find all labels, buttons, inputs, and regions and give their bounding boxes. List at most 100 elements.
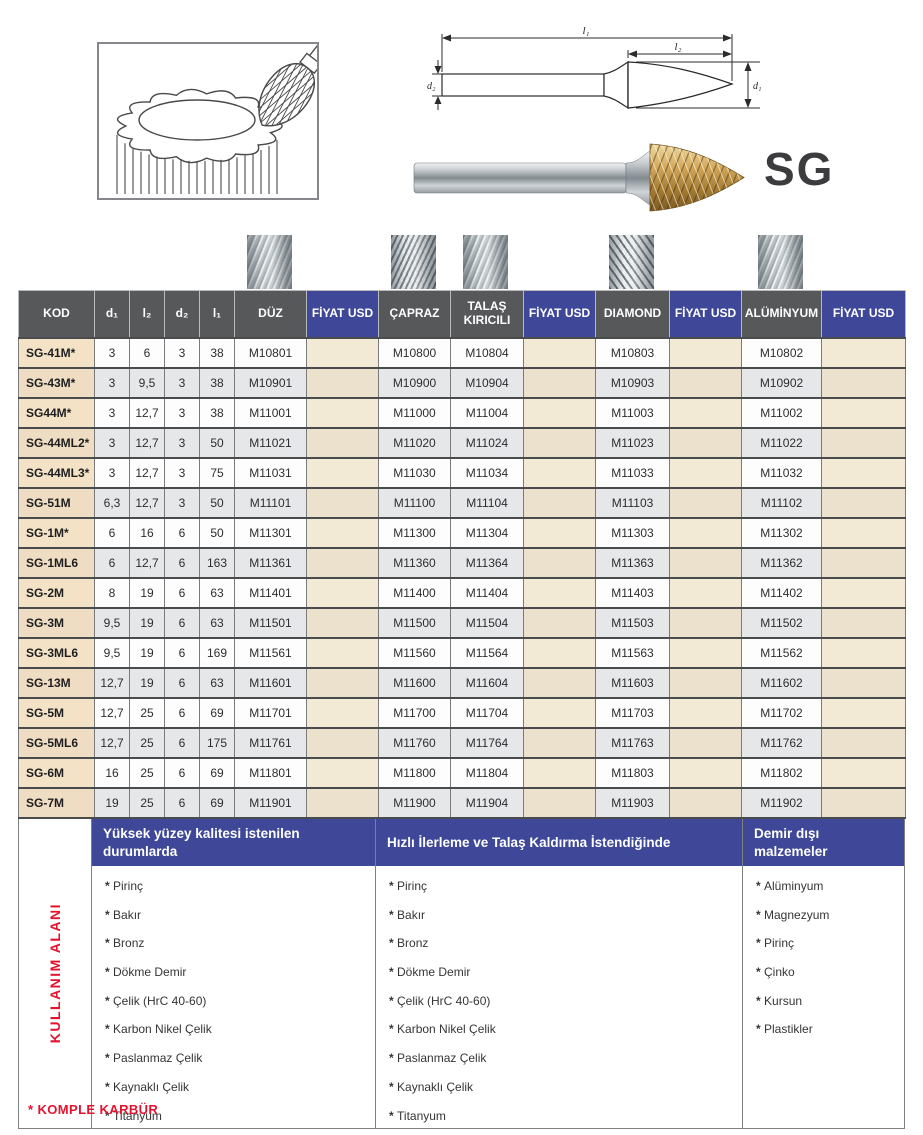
price-cell bbox=[669, 577, 742, 608]
kod-cell: SG-3ML6 bbox=[18, 637, 95, 668]
kod-cell: SG44M* bbox=[18, 397, 95, 428]
dim-cell: 6 bbox=[164, 787, 200, 819]
price-cell bbox=[306, 667, 379, 698]
code-cell: M11764 bbox=[450, 727, 524, 758]
dim-cell: 50 bbox=[199, 487, 235, 518]
price-cell bbox=[306, 577, 379, 608]
code-cell: M11604 bbox=[450, 667, 524, 698]
code-cell: M11303 bbox=[595, 517, 670, 548]
code-cell: M11760 bbox=[378, 727, 451, 758]
kod-cell: SG-3M bbox=[18, 607, 95, 638]
dim-cell: 12,7 bbox=[94, 727, 130, 758]
usage-list: Pirinç Bakır Bronz Dökme Demir Çelik (HrC 40… bbox=[92, 866, 375, 1123]
dim-cell: 69 bbox=[199, 697, 235, 728]
dim-label-d2: d₂ bbox=[427, 81, 436, 92]
price-cell bbox=[306, 457, 379, 488]
dim-cell: 3 bbox=[94, 397, 130, 428]
usage-item: Magnezyum bbox=[756, 908, 898, 922]
dim-cell: 175 bbox=[199, 727, 235, 758]
code-cell: M11902 bbox=[741, 787, 822, 819]
dim-cell: 169 bbox=[199, 637, 235, 668]
kod-cell: SG-44ML3* bbox=[18, 457, 95, 488]
price-cell bbox=[821, 337, 906, 368]
duz-texture-photo bbox=[247, 235, 292, 289]
usage-column-3: Demir dışı malzemeler Alüminyum Magnezyum… bbox=[743, 819, 904, 1128]
dim-cell: 3 bbox=[94, 367, 130, 398]
code-cell: M10900 bbox=[378, 367, 451, 398]
usage-column-1: Yüksek yüzey kalitesi istenilen durumlar… bbox=[92, 819, 376, 1128]
table-row: SG-13M 12,7 19 6 63 M11601 M11600 M11604 M11603 M… bbox=[18, 667, 906, 698]
table-row: SG-2M 8 19 6 63 M11401 M11400 M11404 M11403 M1140… bbox=[18, 577, 906, 608]
price-cell bbox=[306, 787, 379, 819]
dim-cell: 12,7 bbox=[129, 457, 165, 488]
capraz-texture-photo bbox=[391, 235, 436, 289]
usage-item: Kaynaklı Çelik bbox=[389, 1080, 736, 1094]
code-cell: M11032 bbox=[741, 457, 822, 488]
price-cell bbox=[821, 697, 906, 728]
price-cell bbox=[821, 427, 906, 458]
code-cell: M11304 bbox=[450, 517, 524, 548]
usage-item: Titanyum bbox=[389, 1109, 736, 1123]
usage-item: Paslanmaz Çelik bbox=[105, 1051, 369, 1065]
code-cell: M11404 bbox=[450, 577, 524, 608]
dim-cell: 38 bbox=[199, 337, 235, 368]
dim-label-l2: l₂ bbox=[675, 41, 682, 53]
gear-deburring-illustration bbox=[97, 27, 341, 200]
code-cell: M11561 bbox=[234, 637, 307, 668]
footnote: * KOMPLE KARBÜR bbox=[28, 1102, 159, 1117]
col-header-talas-kiricili: TALAŞ KIRICILI bbox=[450, 290, 524, 339]
code-cell: M11802 bbox=[741, 757, 822, 788]
dim-cell: 3 bbox=[164, 367, 200, 398]
usage-item: Bakır bbox=[389, 908, 736, 922]
dim-cell: 6,3 bbox=[94, 487, 130, 518]
dim-cell: 6 bbox=[164, 667, 200, 698]
code-cell: M11761 bbox=[234, 727, 307, 758]
code-cell: M11901 bbox=[234, 787, 307, 819]
aluminyum-texture-photo bbox=[758, 235, 803, 289]
dim-cell: 12,7 bbox=[94, 697, 130, 728]
price-cell bbox=[669, 757, 742, 788]
code-cell: M11401 bbox=[234, 577, 307, 608]
price-cell bbox=[669, 697, 742, 728]
dim-cell: 9,5 bbox=[129, 367, 165, 398]
code-cell: M11360 bbox=[378, 547, 451, 578]
col-header-capraz: ÇAPRAZ bbox=[378, 290, 451, 339]
price-cell bbox=[821, 727, 906, 758]
dim-cell: 3 bbox=[94, 427, 130, 458]
series-label: SG bbox=[764, 143, 835, 195]
usage-item: Kaynaklı Çelik bbox=[105, 1080, 369, 1094]
price-cell bbox=[523, 337, 596, 368]
gear-face-hole bbox=[138, 99, 256, 141]
dim-cell: 19 bbox=[129, 667, 165, 698]
spec-table: KOD d₁ l₂ d₂ l₁ DÜZ FİYAT USD ÇAPRAZ TAL… bbox=[18, 290, 906, 819]
table-row: SG-5M 12,7 25 6 69 M11701 M11700 M11704 M11703 M1… bbox=[18, 697, 906, 728]
price-cell bbox=[669, 337, 742, 368]
burr-photo-svg bbox=[413, 143, 745, 212]
dim-cell: 6 bbox=[164, 637, 200, 668]
col-header-l2: l₂ bbox=[129, 290, 165, 339]
dimension-diagram-svg: l₁ l₂ d₂ d₁ bbox=[427, 25, 761, 110]
col-header-d2: d₂ bbox=[164, 290, 200, 339]
table-row: SG-3ML6 9,5 19 6 169 M11561 M11560 M11564 M11563… bbox=[18, 637, 906, 668]
code-cell: M11804 bbox=[450, 757, 524, 788]
price-cell bbox=[821, 757, 906, 788]
code-cell: M11403 bbox=[595, 577, 670, 608]
code-cell: M10800 bbox=[378, 337, 451, 368]
dim-cell: 19 bbox=[129, 607, 165, 638]
usage-column-2-header: Hızlı İlerleme ve Talaş Kaldırma İstendi… bbox=[376, 819, 742, 866]
table-row: SG-6M 16 25 6 69 M11801 M11800 M11804 M11803 M118… bbox=[18, 757, 906, 788]
dimension-diagram: l₁ l₂ d₂ d₁ bbox=[426, 24, 766, 136]
price-cell bbox=[669, 667, 742, 698]
code-cell: M11501 bbox=[234, 607, 307, 638]
code-cell: M11603 bbox=[595, 667, 670, 698]
price-cell bbox=[306, 607, 379, 638]
code-cell: M10804 bbox=[450, 337, 524, 368]
code-cell: M11701 bbox=[234, 697, 307, 728]
code-cell: M11503 bbox=[595, 607, 670, 638]
code-cell: M11763 bbox=[595, 727, 670, 758]
kod-cell: SG-5ML6 bbox=[18, 727, 95, 758]
usage-item: Pirinç bbox=[105, 879, 369, 893]
code-cell: M11504 bbox=[450, 607, 524, 638]
dim-cell: 3 bbox=[164, 457, 200, 488]
code-cell: M11022 bbox=[741, 427, 822, 458]
